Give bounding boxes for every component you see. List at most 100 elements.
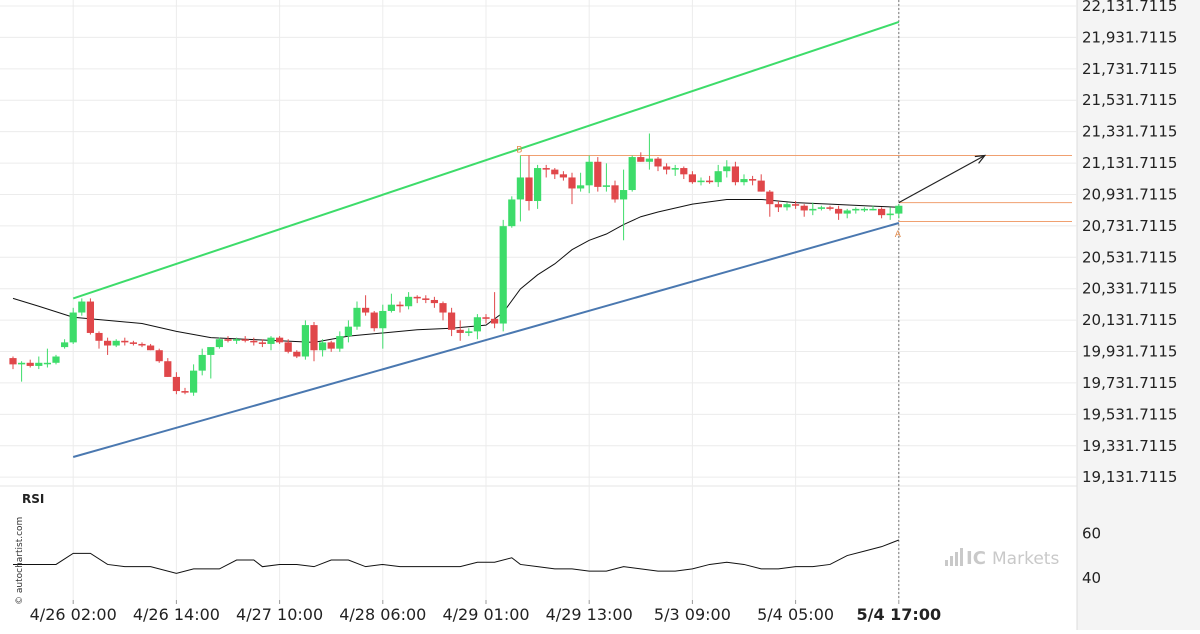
pattern-layer bbox=[72, 21, 1072, 458]
candle-body bbox=[405, 296, 413, 307]
candle-body bbox=[731, 166, 739, 183]
candle-body bbox=[602, 185, 610, 187]
resistance-line bbox=[72, 21, 900, 300]
candle-body bbox=[860, 208, 868, 211]
candle-body bbox=[473, 317, 481, 332]
candle-body bbox=[465, 331, 473, 333]
x-tick-label: 5/4 05:00 bbox=[757, 605, 834, 624]
candle-body bbox=[336, 336, 344, 349]
y-tick-label: 21,731.7115 bbox=[1082, 60, 1177, 78]
candle-body bbox=[379, 310, 387, 329]
candles-layer bbox=[9, 133, 903, 396]
grid bbox=[0, 0, 1077, 604]
candle-body bbox=[293, 351, 301, 357]
candle-body bbox=[499, 226, 507, 324]
candle-body bbox=[129, 342, 137, 344]
x-tick-label: 5/3 09:00 bbox=[654, 605, 731, 624]
y-tick-label: 20,131.7115 bbox=[1082, 311, 1177, 329]
candle-body bbox=[757, 180, 765, 192]
candle-body bbox=[448, 312, 456, 330]
y-tick-label: 22,131.7115 bbox=[1082, 0, 1177, 15]
y-tick-label: 21,531.7115 bbox=[1082, 91, 1177, 109]
y-tick-label: 19,331.7115 bbox=[1082, 437, 1177, 455]
candle-body bbox=[344, 326, 352, 337]
candle-body bbox=[508, 199, 516, 227]
y-tick-label: 19,131.7115 bbox=[1082, 468, 1177, 486]
candle-body bbox=[663, 166, 671, 170]
candle-body bbox=[585, 161, 593, 186]
candle-body bbox=[852, 208, 860, 211]
x-tick-label: 4/28 06:00 bbox=[339, 605, 426, 624]
candle-body bbox=[886, 213, 894, 216]
candle-body bbox=[749, 179, 757, 181]
candle-body bbox=[809, 208, 817, 211]
side-watermark: © autochartist.com bbox=[15, 517, 25, 605]
candle-body bbox=[198, 354, 206, 371]
candle-body bbox=[577, 185, 585, 189]
candle-body bbox=[792, 204, 800, 206]
projection-arrow bbox=[898, 154, 986, 204]
x-tick-label: 4/29 13:00 bbox=[546, 605, 633, 624]
point-b-label: B bbox=[516, 145, 522, 155]
candle-body bbox=[52, 356, 60, 363]
candle-body bbox=[413, 296, 421, 299]
support-line bbox=[72, 222, 900, 458]
candle-body bbox=[233, 339, 241, 341]
candle-body bbox=[61, 342, 69, 348]
price-axis-panel bbox=[1077, 0, 1200, 630]
candle-body bbox=[456, 329, 464, 333]
candle-body bbox=[301, 325, 309, 357]
candle-body bbox=[551, 169, 559, 175]
candle-body bbox=[568, 177, 576, 189]
candle-body bbox=[370, 312, 378, 329]
candle-body bbox=[723, 166, 731, 172]
candle-body bbox=[534, 168, 542, 202]
moving-average-layer bbox=[12, 198, 899, 343]
candle-body bbox=[241, 339, 249, 341]
candle-body bbox=[224, 339, 232, 341]
candle-body bbox=[207, 347, 215, 355]
candle-body bbox=[843, 210, 851, 214]
candle-body bbox=[628, 157, 636, 191]
candle-body bbox=[835, 208, 843, 214]
candle-body bbox=[18, 362, 26, 365]
candle-body bbox=[86, 301, 94, 333]
candle-body bbox=[78, 301, 86, 313]
candle-body bbox=[697, 180, 705, 183]
candle-body bbox=[190, 370, 198, 393]
candle-body bbox=[895, 205, 903, 214]
candle-body bbox=[878, 208, 886, 216]
candle-body bbox=[594, 161, 602, 187]
y-tick-label: 21,931.7115 bbox=[1082, 28, 1177, 46]
candle-body bbox=[783, 204, 791, 208]
candle-body bbox=[121, 340, 129, 343]
candle-body bbox=[542, 168, 550, 170]
candle-body bbox=[43, 362, 51, 365]
candle-body bbox=[637, 157, 645, 162]
candle-body bbox=[147, 345, 155, 351]
y-tick-label: 20,931.7115 bbox=[1082, 185, 1177, 203]
candle-body bbox=[671, 168, 679, 170]
candle-body bbox=[654, 158, 662, 167]
brand-prefix: IC bbox=[966, 548, 986, 569]
rsi-tick-label: 60 bbox=[1082, 524, 1101, 542]
candle-body bbox=[706, 180, 714, 183]
candle-body bbox=[611, 185, 619, 200]
candle-body bbox=[69, 312, 77, 343]
candle-body bbox=[482, 317, 490, 319]
candle-body bbox=[491, 318, 499, 324]
candle-body bbox=[95, 332, 103, 341]
candle-body bbox=[387, 304, 395, 311]
candle-body bbox=[276, 337, 284, 343]
candle-body bbox=[396, 304, 404, 307]
candle-body bbox=[284, 342, 292, 352]
x-tick-label: 5/4 17:00 bbox=[856, 605, 941, 624]
labels-layer: 22,131.7115 21,931.7115 21,731.7115 21,531.… bbox=[30, 0, 1178, 624]
candle-body bbox=[559, 174, 567, 178]
candle-body bbox=[164, 361, 172, 377]
candle-body bbox=[826, 207, 834, 209]
y-tick-label: 21,331.7115 bbox=[1082, 123, 1177, 141]
candle-body bbox=[740, 179, 748, 183]
candle-body bbox=[181, 391, 189, 393]
